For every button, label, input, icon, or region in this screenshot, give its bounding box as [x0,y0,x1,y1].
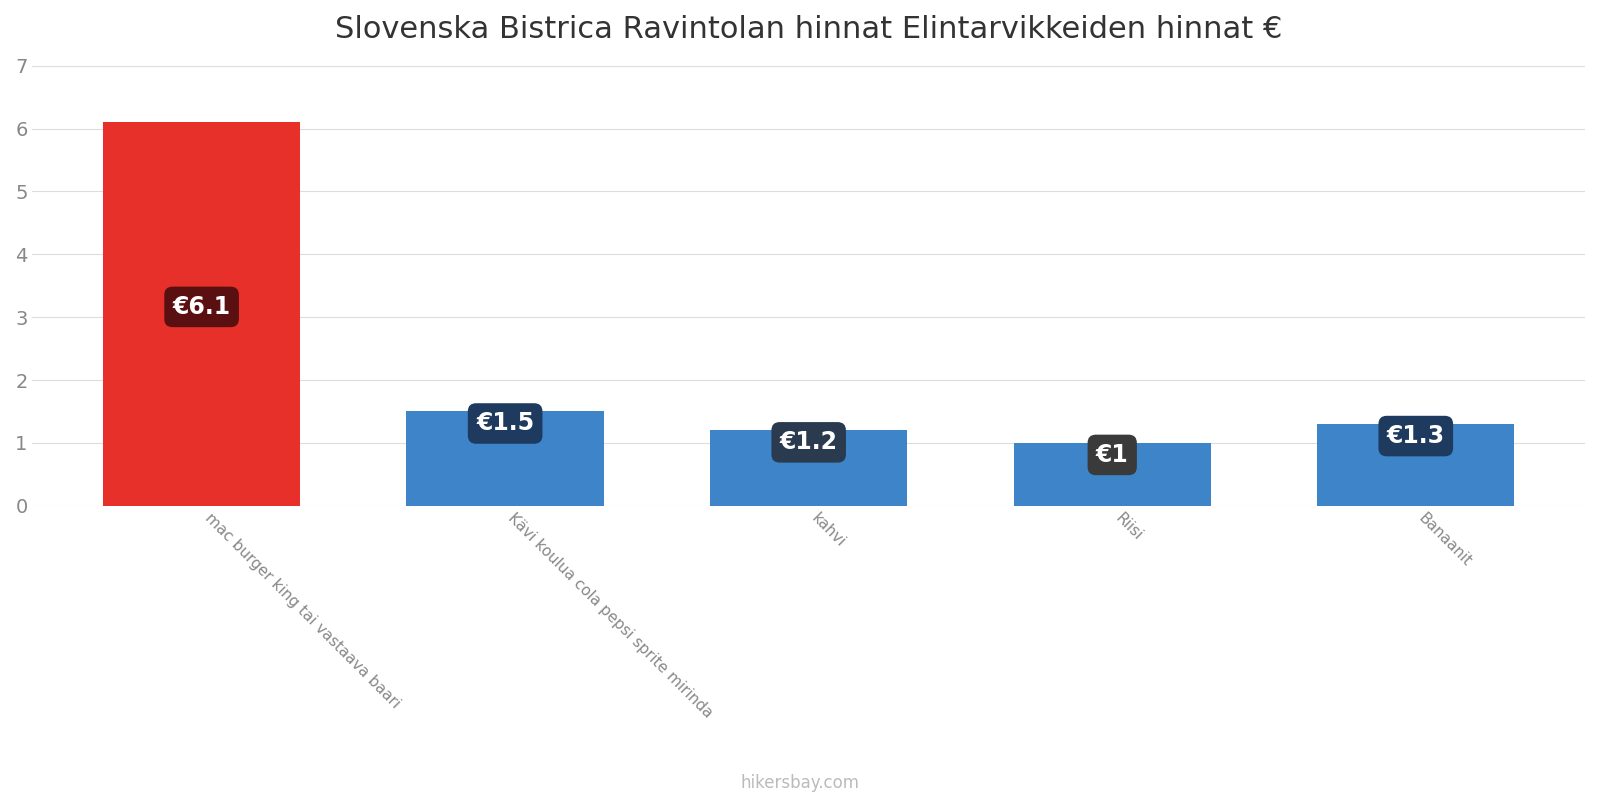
Bar [710,430,907,506]
Text: €1: €1 [1096,443,1128,467]
Bar [1013,443,1211,506]
Text: hikersbay.com: hikersbay.com [741,774,859,792]
Text: €1.2: €1.2 [779,430,838,454]
Text: €6.1: €6.1 [173,295,230,319]
Bar [102,122,301,506]
Text: €1.5: €1.5 [477,411,534,435]
Text: €1.3: €1.3 [1387,424,1445,448]
Bar [1317,424,1515,506]
Title: Slovenska Bistrica Ravintolan hinnat Elintarvikkeiden hinnat €: Slovenska Bistrica Ravintolan hinnat Eli… [334,15,1282,44]
Bar [406,411,603,506]
